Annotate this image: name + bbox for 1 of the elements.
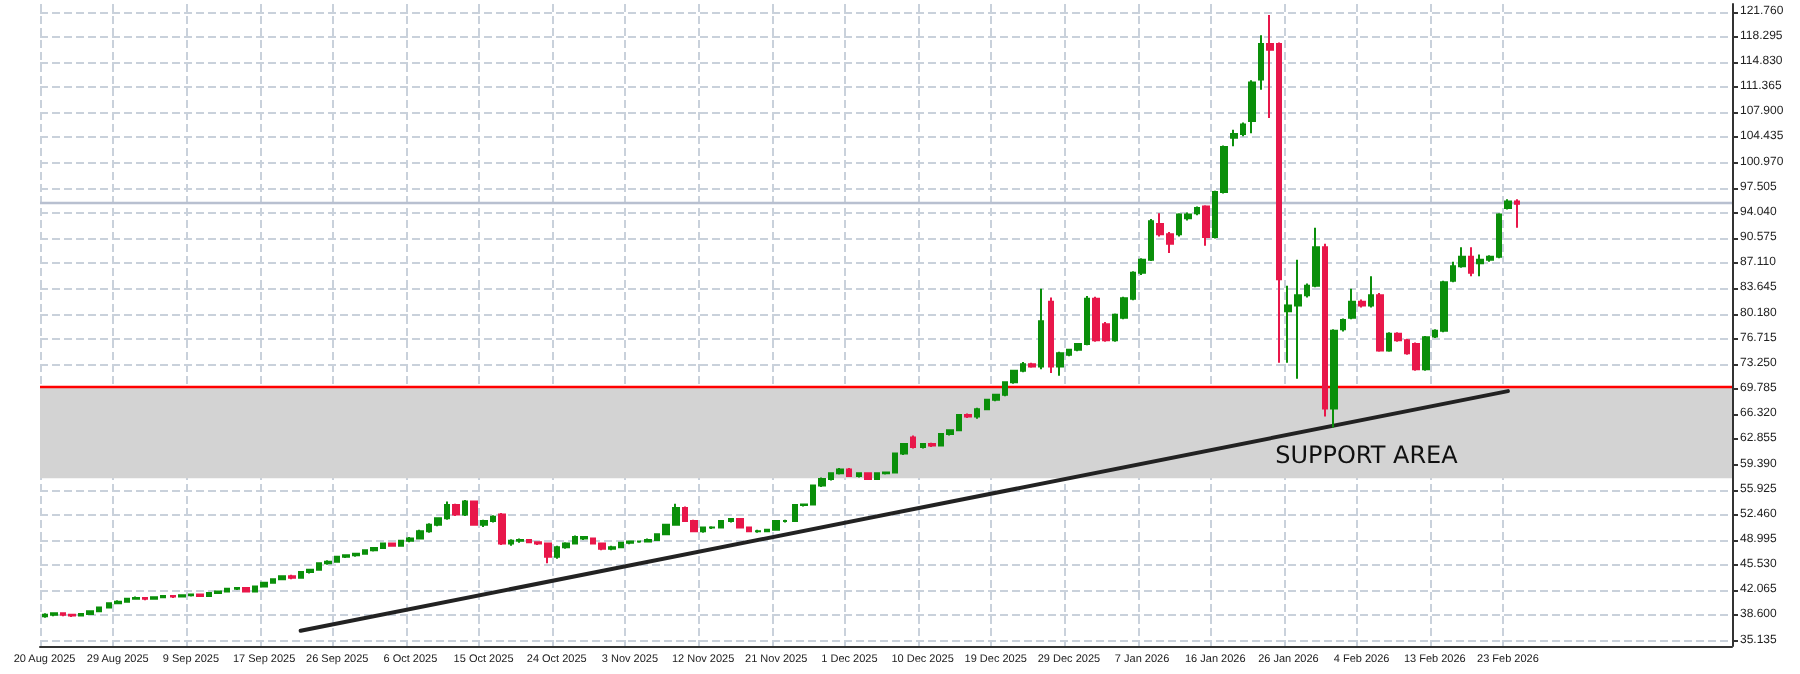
band-label: SUPPORT AREA bbox=[1275, 441, 1460, 470]
